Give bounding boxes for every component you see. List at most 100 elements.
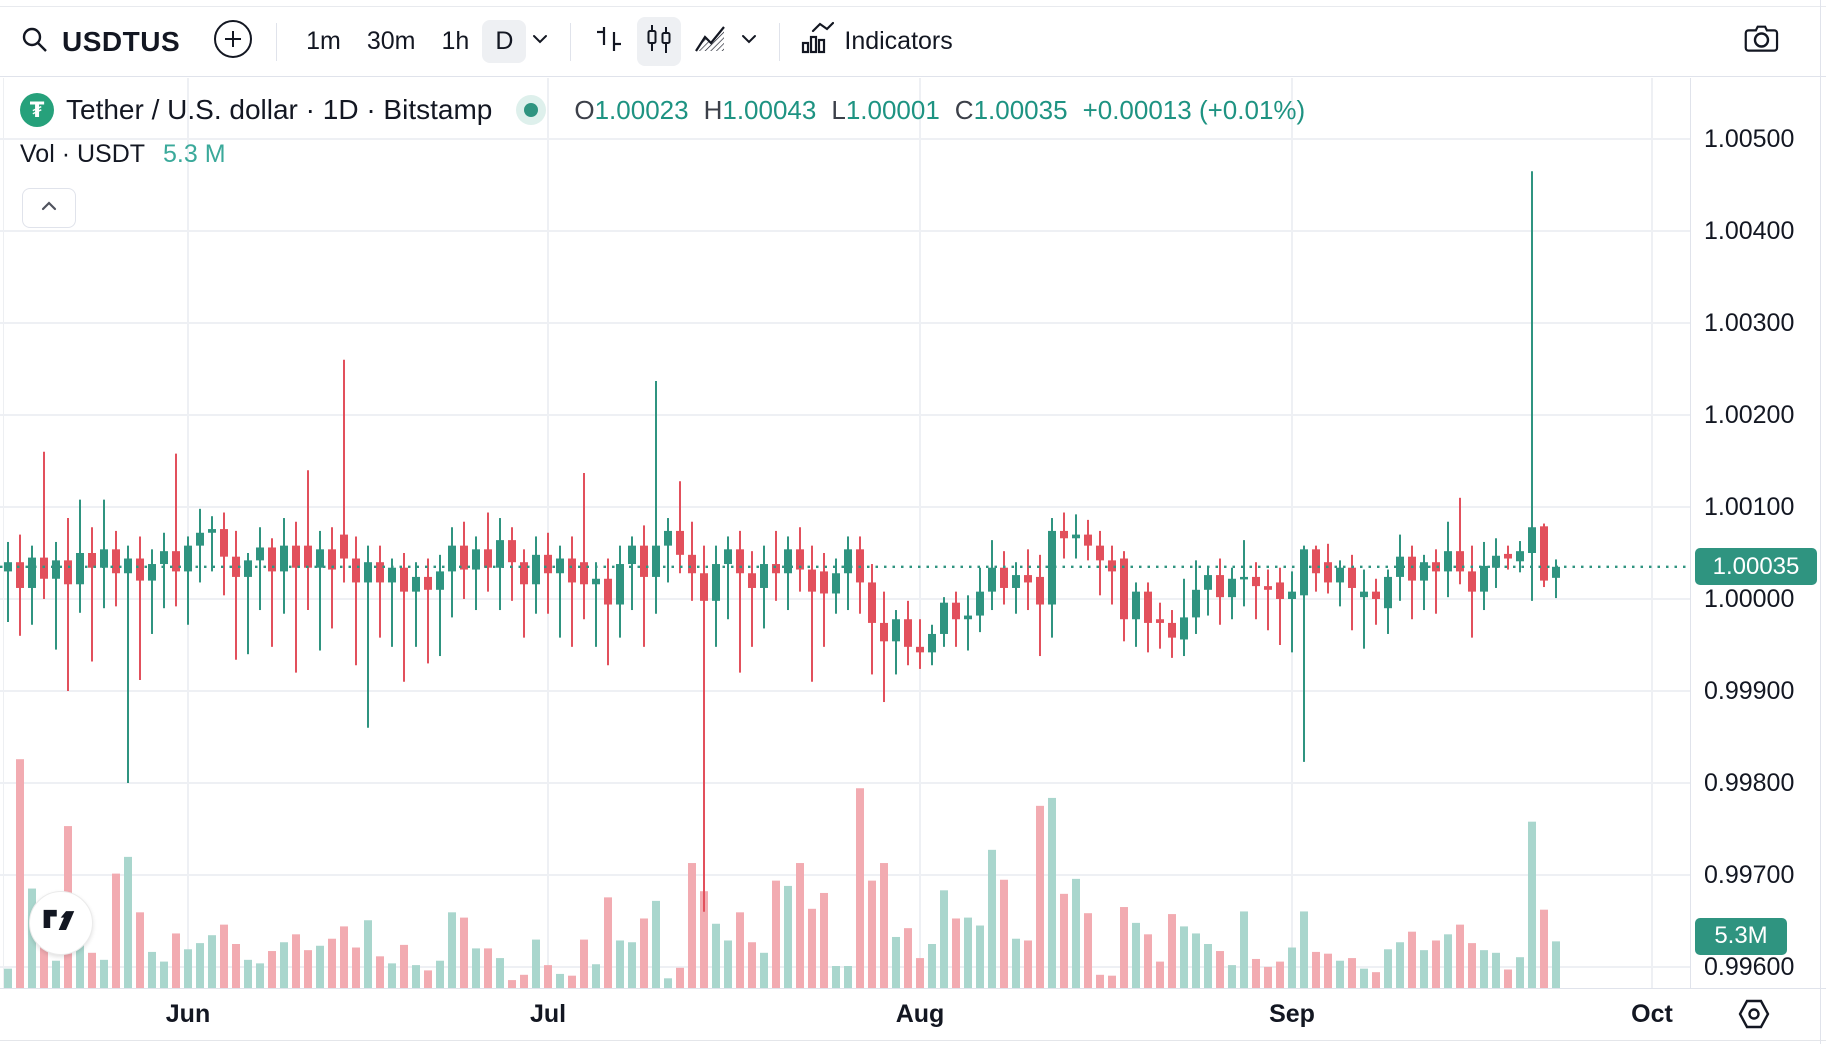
- volume-bar: [1276, 961, 1284, 988]
- volume-bar: [1000, 879, 1008, 988]
- volume-bar: [340, 926, 348, 988]
- candle-body: [1468, 571, 1476, 592]
- volume-bar: [1216, 951, 1224, 988]
- candles-style-button[interactable]: [637, 17, 682, 66]
- indicators-button[interactable]: Indicators: [796, 21, 953, 62]
- candle-body: [1192, 589, 1200, 618]
- volume-bar: [736, 912, 744, 988]
- volume-bar: [1120, 907, 1128, 988]
- symbol-search-button[interactable]: [14, 19, 54, 64]
- volume-bar: [136, 912, 144, 988]
- volume-bar: [1192, 933, 1200, 988]
- tradingview-mark-icon: [43, 909, 75, 930]
- axis-settings-button[interactable]: [1734, 996, 1774, 1036]
- volume-bar: [976, 925, 984, 988]
- volume-bar: [1264, 966, 1272, 988]
- candle-body: [1384, 576, 1392, 609]
- candle-body: [268, 547, 276, 572]
- candle-body: [964, 615, 972, 620]
- volume-bar: [1312, 951, 1320, 988]
- candle-body: [136, 558, 144, 581]
- candle-body: [1432, 562, 1440, 572]
- chart-style-menu-button[interactable]: [735, 28, 763, 55]
- candle-body: [736, 549, 744, 574]
- candle-body: [1348, 567, 1356, 588]
- volume-bar: [424, 970, 432, 988]
- candle-body: [1492, 555, 1500, 568]
- volume-bar: [244, 959, 252, 988]
- timeframe-1m[interactable]: 1m: [306, 27, 341, 55]
- volume-bar: [712, 923, 720, 988]
- candle-body: [988, 567, 996, 592]
- candle-body: [460, 545, 468, 570]
- volume-bar: [1060, 893, 1068, 988]
- candle-body: [1120, 558, 1128, 620]
- candle-body: [892, 619, 900, 642]
- timeframe-1d-active[interactable]: D: [482, 20, 527, 63]
- volume-indicator-value: 5.3 M: [163, 139, 226, 168]
- market-status-dot[interactable]: [516, 95, 547, 125]
- candle-body: [832, 573, 840, 594]
- volume-bar: [856, 788, 864, 988]
- volume-bar: [928, 944, 936, 988]
- volume-bar: [292, 934, 300, 988]
- candle-body: [508, 540, 516, 563]
- compare-add-button[interactable]: [206, 12, 260, 71]
- volume-bar: [172, 933, 180, 988]
- symbol-name[interactable]: USDTUS: [62, 25, 181, 57]
- candle-body: [628, 545, 636, 565]
- chart-style-group: [587, 17, 763, 66]
- snapshot-button[interactable]: [1736, 16, 1788, 67]
- volume-bar: [280, 942, 288, 988]
- candle-body: [160, 551, 168, 565]
- indicators-icon: [796, 21, 835, 62]
- left-pane-divider: [3, 78, 4, 1040]
- volume-bar: [532, 939, 540, 988]
- candle-body: [1456, 551, 1464, 572]
- volume-indicator-label[interactable]: Vol · USDT: [20, 139, 146, 168]
- volume-bar: [580, 939, 588, 988]
- candle-body: [1024, 575, 1032, 583]
- candle-body: [4, 562, 12, 572]
- timeframe-group: 1m 30m 1h D: [293, 20, 554, 63]
- high-label: H: [703, 94, 723, 125]
- low-label: L: [831, 94, 846, 125]
- chart-canvas[interactable]: [0, 78, 1690, 988]
- price-axis[interactable]: 1.00500 1.00400 1.00300 1.00200 1.00100 1.000…: [1690, 78, 1820, 988]
- volume-bar: [820, 892, 828, 988]
- candle-body: [472, 549, 480, 570]
- legend-collapse-button[interactable]: [22, 188, 76, 228]
- volume-bar: [1504, 969, 1512, 988]
- candle-body: [1228, 578, 1236, 598]
- candle-body: [868, 582, 876, 623]
- candle-body: [376, 562, 384, 583]
- high-value: 1.00043: [722, 94, 817, 125]
- timeframe-30m[interactable]: 30m: [366, 27, 416, 55]
- time-axis[interactable]: Jun Jul Aug Sep Oct: [0, 988, 1826, 1041]
- area-style-button[interactable]: [687, 17, 735, 66]
- candle-body: [1108, 560, 1116, 572]
- legend-symbol-title[interactable]: Tether / U.S. dollar · 1D · Bitstamp: [66, 94, 493, 125]
- timeframe-1h[interactable]: 1h: [441, 27, 470, 55]
- candle-body: [1204, 575, 1212, 590]
- candle-body: [952, 602, 960, 620]
- chevron-down-icon: [530, 32, 550, 51]
- chart-legend: ₮ Tether / U.S. dollar · 1D · Bitstamp O…: [20, 88, 1305, 174]
- volume-bar: [184, 949, 192, 988]
- volume-bar: [772, 880, 780, 988]
- candle-body: [76, 553, 84, 585]
- volume-bar: [916, 958, 924, 988]
- price-tick-label: 1.00500: [1704, 125, 1795, 153]
- tradingview-logo[interactable]: [29, 891, 93, 955]
- low-value: 1.00001: [845, 94, 940, 125]
- price-tick-label: 1.00300: [1704, 309, 1795, 337]
- timeframe-menu-button[interactable]: [526, 28, 554, 55]
- search-icon: [20, 25, 48, 58]
- volume-bar: [640, 918, 648, 988]
- bars-style-button[interactable]: [587, 17, 631, 66]
- price-tick-label: 0.99900: [1704, 677, 1795, 705]
- candle-body: [748, 573, 756, 588]
- volume-bar: [1492, 952, 1500, 988]
- volume-bar: [1384, 949, 1392, 988]
- candle-body: [640, 545, 648, 577]
